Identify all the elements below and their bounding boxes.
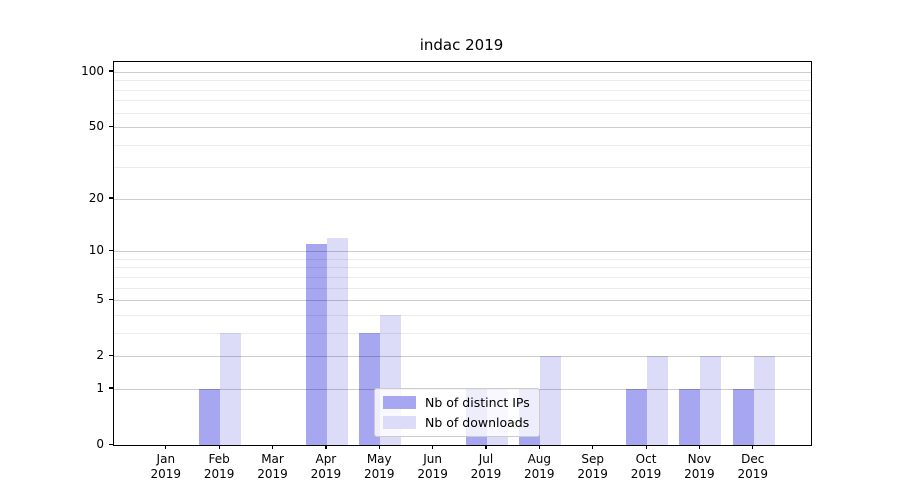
x-tick-label-year: 2019 — [310, 466, 342, 481]
y-tick-label-5: 5 — [96, 292, 104, 307]
x-tick-mark — [538, 445, 540, 450]
bar-nov-distinct-ips — [679, 388, 701, 445]
y-tick-mark — [109, 443, 113, 445]
x-tick-label-dec: Dec 2019 — [723, 452, 783, 481]
gridline-minor — [114, 287, 811, 289]
gridline-10 — [114, 251, 811, 253]
chart-title: indac 2019 — [419, 36, 504, 54]
bar-dec-downloads — [753, 356, 775, 445]
gridline-minor — [114, 89, 811, 91]
x-tick-label-year: 2019 — [150, 466, 182, 481]
x-tick-label-feb: Feb 2019 — [189, 452, 249, 481]
y-tick-mark — [109, 70, 113, 72]
legend-item-distinct-ips: Nb of distinct IPs — [383, 395, 530, 410]
bar-feb-distinct-ips — [199, 388, 221, 445]
bar-nov-downloads — [700, 356, 722, 445]
y-tick-label-0: 0 — [96, 437, 104, 451]
y-tick-label-2: 2 — [96, 348, 104, 363]
gridline-minor — [114, 332, 811, 334]
bar-feb-downloads — [220, 332, 242, 445]
gridline-50 — [114, 127, 811, 129]
x-tick-mark — [698, 445, 701, 450]
x-tick-label-year: 2019 — [417, 466, 448, 481]
y-tick-label-1: 1 — [96, 380, 104, 395]
x-tick-label-year: 2019 — [203, 466, 235, 481]
bar-apr-distinct-ips — [305, 244, 327, 445]
x-tick-label-jul: Jul 2019 — [456, 452, 516, 481]
y-tick-label-20: 20 — [88, 190, 104, 205]
x-tick-label-year: 2019 — [524, 466, 555, 481]
bar-oct-downloads — [647, 356, 669, 445]
x-tick-mark — [218, 445, 220, 450]
bar-aug-downloads — [540, 356, 562, 445]
gridline-minor — [114, 276, 811, 278]
legend-label: Nb of downloads — [425, 415, 530, 430]
x-tick-label-year: 2019 — [684, 466, 715, 481]
x-tick-label-jan: Jan 2019 — [136, 452, 196, 481]
x-tick-label-mar: Mar 2019 — [243, 452, 303, 481]
x-tick-label-sep: Sep 2019 — [563, 452, 623, 481]
gridline-minor — [114, 144, 811, 146]
gridline-100 — [114, 71, 811, 73]
x-tick-mark — [752, 445, 754, 450]
bar-dec-distinct-ips — [732, 388, 754, 445]
gridline-minor — [114, 258, 811, 260]
legend-label: Nb of distinct IPs — [425, 395, 530, 410]
x-tick-mark — [378, 445, 380, 450]
y-tick-mark — [109, 298, 113, 300]
x-tick-label-year: 2019 — [737, 466, 769, 481]
x-tick-label-year: 2019 — [577, 466, 608, 481]
gridline-minor — [114, 112, 811, 114]
y-tick-mark — [109, 387, 113, 389]
gridline-20 — [114, 198, 811, 200]
y-tick-label-10: 10 — [88, 243, 104, 258]
legend-swatch-distinct-ips — [383, 396, 416, 409]
x-tick-label-aug: Aug 2019 — [509, 452, 569, 481]
x-tick-label-jun: Jun 2019 — [403, 452, 463, 481]
x-tick-label-year: 2019 — [470, 466, 502, 481]
x-tick-mark — [485, 445, 487, 450]
legend-swatch-downloads — [383, 416, 416, 429]
x-tick-label-may: May 2019 — [349, 452, 409, 481]
gridline-minor — [114, 314, 811, 316]
x-tick-label-year: 2019 — [257, 466, 288, 481]
x-tick-label-apr: Apr 2019 — [296, 452, 356, 481]
x-tick-mark — [165, 445, 167, 450]
x-tick-mark — [325, 445, 327, 450]
x-tick-mark — [272, 445, 274, 450]
gridline-2 — [114, 356, 811, 358]
x-tick-mark — [645, 445, 647, 450]
x-tick-mark — [592, 445, 594, 450]
bar-oct-distinct-ips — [626, 388, 648, 445]
x-tick-mark — [432, 445, 434, 450]
gridline-minor — [114, 100, 811, 102]
bar-apr-downloads — [326, 237, 348, 445]
x-tick-label-year: 2019 — [630, 466, 662, 481]
y-tick-mark — [109, 249, 113, 251]
y-tick-mark — [109, 354, 113, 356]
gridline-minor — [114, 167, 811, 169]
legend: Nb of distinct IPs Nb of downloads — [374, 388, 540, 437]
gridline-minor — [114, 267, 811, 269]
y-tick-mark — [109, 197, 113, 199]
x-tick-label-oct: Oct 2019 — [616, 452, 676, 481]
x-tick-label-year: 2019 — [363, 466, 395, 481]
y-tick-mark — [109, 125, 113, 127]
gridline-minor — [114, 80, 811, 82]
y-tick-label-100: 100 — [81, 63, 104, 78]
x-tick-label-nov: Nov 2019 — [669, 452, 729, 481]
y-tick-label-50: 50 — [88, 119, 104, 134]
legend-item-downloads: Nb of downloads — [383, 415, 530, 430]
gridline-5 — [114, 300, 811, 302]
